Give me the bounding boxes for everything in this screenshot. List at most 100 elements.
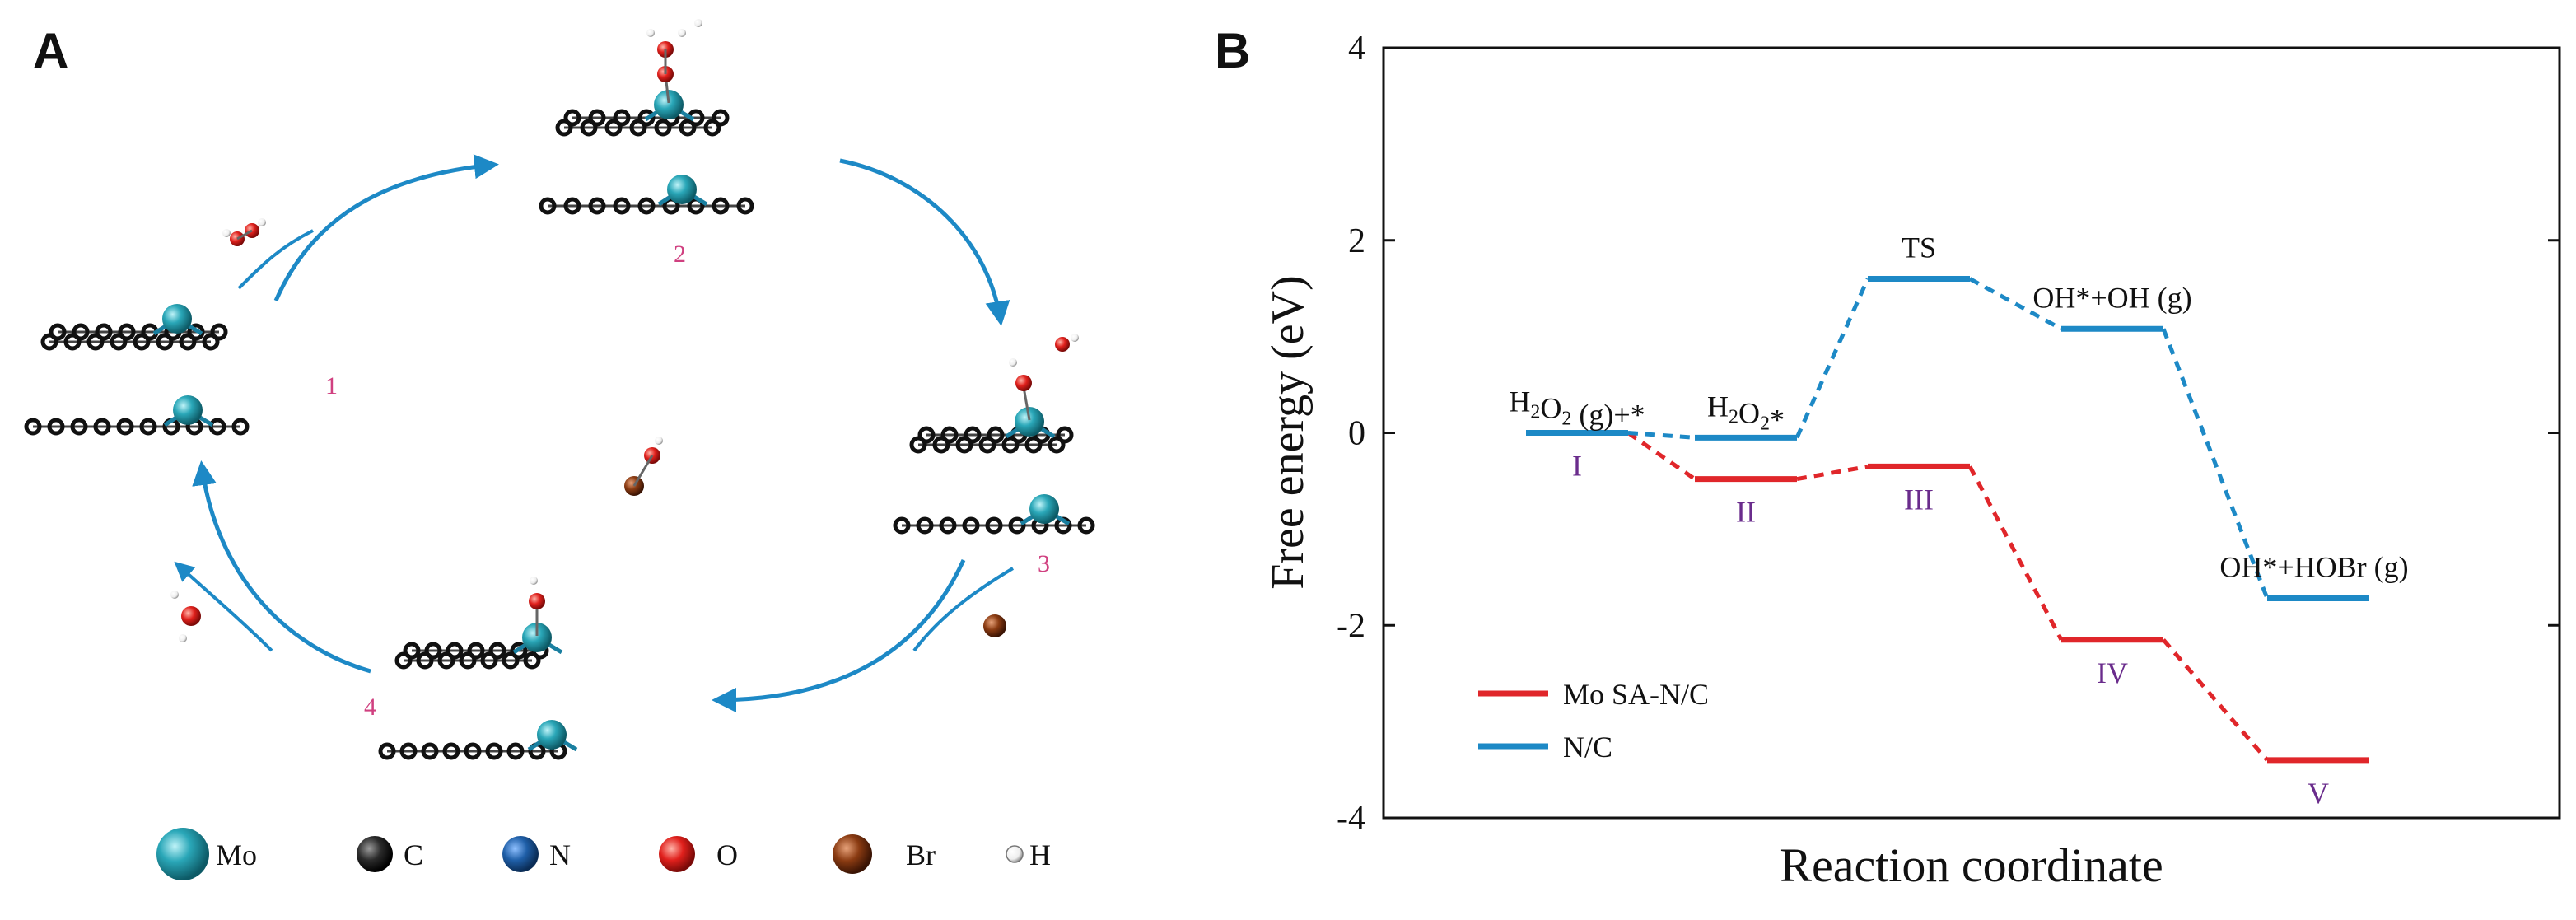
carbon-atom bbox=[712, 109, 730, 127]
y-tick-label: 0 bbox=[1348, 415, 1365, 453]
carbon-atom bbox=[893, 516, 911, 535]
level-label-mo: I bbox=[1572, 450, 1582, 483]
carbon-atom bbox=[446, 642, 464, 660]
carbon-atom bbox=[502, 651, 520, 670]
carbon-atom bbox=[156, 333, 174, 351]
carbon-atom bbox=[72, 323, 90, 341]
carbon-atom bbox=[202, 333, 220, 351]
structure-2-top-sheet-b bbox=[555, 119, 721, 137]
carbon-atom bbox=[442, 742, 460, 760]
step-label-1: 1 bbox=[325, 372, 338, 399]
carbon-atom bbox=[917, 426, 936, 444]
carbon-atom bbox=[654, 119, 672, 137]
level-label-nc: H2O2 (g)+* bbox=[1509, 385, 1645, 432]
structure-1-top-sheet-b bbox=[40, 333, 220, 351]
cycle-arrow-side-3 bbox=[912, 567, 1015, 652]
legend-n-atom bbox=[502, 836, 539, 872]
carbon-atom bbox=[464, 742, 482, 760]
structure-4-bottom-sheet bbox=[378, 742, 567, 760]
legend-mo-label: Mo bbox=[216, 838, 257, 871]
carbon-atom bbox=[118, 323, 136, 341]
carbon-atom bbox=[480, 651, 498, 670]
carbon-atom bbox=[613, 197, 631, 215]
level-label-nc: OH*+OH (g) bbox=[2032, 281, 2191, 314]
carbon-atom bbox=[488, 642, 506, 660]
carbon-atom bbox=[506, 742, 525, 760]
legend-mo-atom bbox=[156, 828, 209, 880]
level-label-nc: TS bbox=[1902, 231, 1936, 264]
oxygen-atom bbox=[529, 593, 545, 609]
structure-3-bottom-sheet bbox=[893, 516, 1095, 535]
connector-line bbox=[2161, 328, 2270, 600]
level-label-mo: III bbox=[1904, 483, 1934, 516]
hydrogen-atom bbox=[1071, 334, 1079, 342]
legend-o-label: O bbox=[716, 838, 738, 871]
carbon-atom bbox=[231, 418, 250, 436]
cycle-arrow-3-to-4 bbox=[712, 558, 966, 712]
carbon-atom bbox=[378, 742, 396, 760]
carbon-atom bbox=[604, 119, 623, 137]
carbon-atom bbox=[1077, 516, 1095, 535]
carbon-atom bbox=[985, 516, 1003, 535]
carbon-atom bbox=[510, 642, 528, 660]
carbon-atom bbox=[555, 119, 573, 137]
series-mo-sa-nc bbox=[1526, 430, 2369, 764]
carbon-atom bbox=[63, 333, 82, 351]
hydrogen-atom bbox=[222, 229, 231, 237]
atom-legend: Mo C N O Br H bbox=[156, 828, 1051, 880]
structure-3-top-sheet-b bbox=[909, 436, 1066, 454]
carbon-atom bbox=[637, 109, 656, 127]
carbon-atom bbox=[485, 742, 503, 760]
carbon-atom bbox=[955, 436, 973, 454]
y-tick-label: -4 bbox=[1337, 800, 1365, 838]
mo-atom bbox=[667, 175, 697, 204]
connector-line bbox=[1794, 278, 1870, 439]
hydrogen-atom bbox=[530, 577, 538, 585]
carbon-atom bbox=[563, 197, 581, 215]
carbon-atom bbox=[932, 436, 950, 454]
x-axis-label: Reaction coordinate bbox=[1780, 838, 2163, 892]
panel-b-letter: B bbox=[1215, 23, 1250, 78]
mo-atom bbox=[162, 304, 192, 334]
carbon-atom bbox=[588, 109, 606, 127]
carbon-atom bbox=[139, 418, 157, 436]
carbon-atom bbox=[421, 742, 439, 760]
structure-2-bottom-sheet bbox=[539, 197, 754, 215]
mo-atom bbox=[173, 395, 203, 425]
mo-atom bbox=[537, 720, 567, 750]
series-nc bbox=[1526, 276, 2369, 602]
structure-4-top-sheet-b bbox=[394, 651, 541, 670]
level-label-nc: H2O2* bbox=[1707, 390, 1785, 436]
cycle-arrow-4-to-1 bbox=[192, 460, 371, 674]
carbon-atom bbox=[1008, 516, 1026, 535]
carbon-atom bbox=[1001, 436, 1020, 454]
cycle-arrow-side-4 bbox=[174, 561, 273, 652]
level-label-mo: IV bbox=[2097, 656, 2128, 689]
carbon-atom bbox=[962, 516, 980, 535]
connector-line bbox=[2162, 638, 2269, 762]
oxygen-atom bbox=[1015, 375, 1032, 391]
carbon-atom bbox=[978, 436, 996, 454]
hydrogen-atom bbox=[1009, 358, 1017, 367]
carbon-atom bbox=[703, 119, 721, 137]
carbon-atom bbox=[133, 333, 151, 351]
carbon-atom bbox=[95, 323, 113, 341]
carbon-atom bbox=[637, 197, 656, 215]
carbon-atom bbox=[40, 333, 58, 351]
carbon-atom bbox=[49, 323, 67, 341]
y-tick-label: 4 bbox=[1348, 30, 1365, 68]
legend-entry-label: N/C bbox=[1563, 731, 1612, 764]
carbon-atom bbox=[916, 516, 934, 535]
cycle-arrow-2-to-3 bbox=[839, 158, 1010, 326]
carbon-atom bbox=[416, 651, 434, 670]
carbon-atom bbox=[588, 197, 606, 215]
carbon-atom bbox=[712, 197, 730, 215]
carbon-atom bbox=[679, 119, 697, 137]
carbon-atom bbox=[70, 418, 88, 436]
oxygen-atom bbox=[181, 606, 201, 626]
catalytic-cycle-diagram: 1 2 3 4 Mo C N O Br H bbox=[24, 19, 1095, 880]
hydrogen-atom bbox=[179, 634, 187, 642]
hydrogen-atom bbox=[678, 29, 686, 37]
oxygen-atom bbox=[1055, 337, 1070, 352]
